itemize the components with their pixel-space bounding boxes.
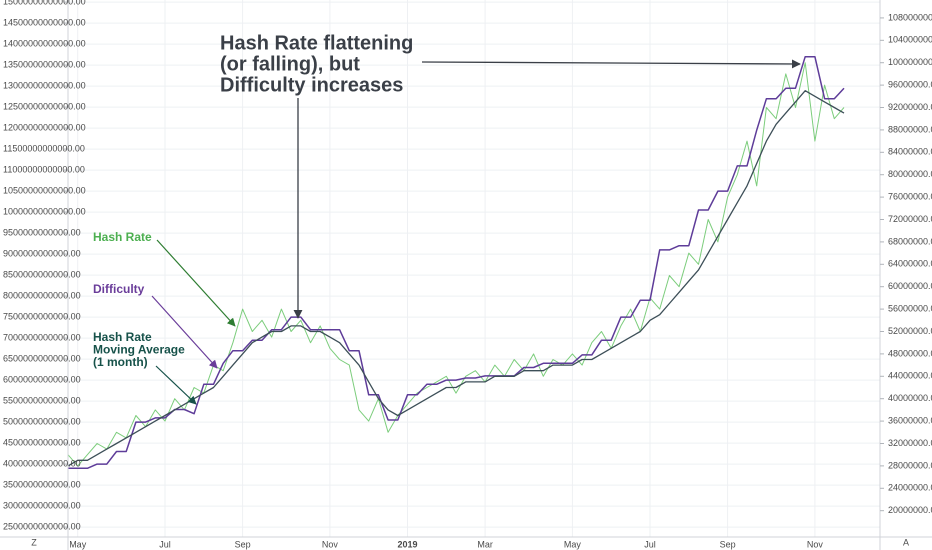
arrow	[156, 239, 236, 327]
y2-tick-label: 44000000.00	[888, 371, 932, 381]
arrow	[151, 295, 218, 369]
y2-tick-label: 56000000.00	[888, 303, 932, 313]
y2-tick-label: 108000000.00	[888, 12, 932, 22]
y2-tick-label: 20000000.00	[888, 505, 932, 515]
series-line	[67, 62, 845, 467]
y-tick-label: 5500000000000.00	[3, 395, 81, 405]
y-tick-label: 10000000000000.00	[3, 206, 86, 216]
y-tick-label: 10500000000000.00	[3, 185, 86, 195]
x-tick-label: 2019	[397, 539, 417, 549]
y2-tick-label: 36000000.00	[888, 415, 932, 425]
y-tick-label: 15000000000000.00	[3, 0, 86, 6]
y-tick-label: 12500000000000.00	[3, 101, 86, 111]
y-tick-label: 3000000000000.00	[3, 500, 81, 510]
x-tick-label: Nov	[807, 539, 824, 549]
corner-label: A	[903, 537, 909, 547]
x-tick-label: Jul	[644, 539, 656, 549]
y2-tick-label: 96000000.00	[888, 79, 932, 89]
grid	[68, 0, 880, 537]
y-tick-label: 6500000000000.00	[3, 353, 81, 363]
y2-tick-label: 40000000.00	[888, 393, 932, 403]
series-line	[68, 55, 845, 470]
x-tick-label: May	[69, 539, 87, 549]
y-tick-label: 8000000000000.00	[3, 290, 81, 300]
y-tick-label: 7500000000000.00	[3, 311, 81, 321]
plot	[67, 55, 845, 470]
y2-tick-label: 28000000.00	[888, 460, 932, 470]
annotation: Hash Rate	[93, 330, 152, 344]
y2-tick-label: 80000000.00	[888, 169, 932, 179]
annotation: (1 month)	[93, 355, 148, 369]
arrow	[421, 59, 801, 69]
y-tick-label: 4000000000000.00	[3, 458, 81, 468]
y2-tick-label: 48000000.00	[888, 348, 932, 358]
y-tick-label: 13000000000000.00	[3, 80, 86, 90]
y-tick-label: 14000000000000.00	[3, 38, 86, 48]
y2-tick-label: 68000000.00	[888, 236, 932, 246]
y-tick-label: 4500000000000.00	[3, 437, 81, 447]
y2-tick-label: 52000000.00	[888, 326, 932, 336]
y2-tick-label: 60000000.00	[888, 281, 932, 291]
x-tick-label: Sep	[720, 539, 736, 549]
annotation: Hash Rate flattening	[220, 32, 413, 54]
y2-tick-label: 64000000.00	[888, 259, 932, 269]
y-tick-label: 14500000000000.00	[3, 17, 86, 27]
y-tick-label: 3500000000000.00	[3, 479, 81, 489]
y-tick-label: 13500000000000.00	[3, 59, 86, 69]
annotation: Moving Average	[93, 343, 185, 357]
y-tick-label: 12000000000000.00	[3, 122, 86, 132]
x-tick-label: Sep	[235, 539, 251, 549]
y-tick-label: 7000000000000.00	[3, 332, 81, 342]
y2-tick-label: 92000000.00	[888, 102, 932, 112]
annotation: Hash Rate	[93, 230, 152, 244]
annotation: (or falling), but	[220, 53, 360, 75]
y-tick-label: 11000000000000.00	[3, 164, 85, 174]
y-tick-label: 11500000000000.00	[3, 143, 85, 153]
y2-tick-label: 88000000.00	[888, 124, 932, 134]
x-tick-label: Nov	[322, 539, 339, 549]
y2-tick-label: 100000000.00	[888, 57, 932, 67]
y2-tick-label: 104000000.00	[888, 35, 932, 45]
corner-label: Z	[31, 537, 37, 547]
series-line	[67, 90, 845, 467]
y2-tick-label: 24000000.00	[888, 483, 932, 493]
x-tick-label: Mar	[477, 539, 493, 549]
y-tick-label: 9500000000000.00	[3, 227, 81, 237]
y-tick-label: 9000000000000.00	[3, 248, 81, 258]
x-tick-label: May	[564, 539, 582, 549]
annotation: Difficulty	[93, 282, 145, 296]
annotation: Difficulty increases	[220, 74, 403, 96]
y-tick-label: 6000000000000.00	[3, 374, 81, 384]
y2-tick-label: 32000000.00	[888, 438, 932, 448]
arrow	[155, 365, 197, 405]
y2-tick-label: 72000000.00	[888, 214, 932, 224]
labels: 2500000000000.00 3000000000000.00 35000000…	[3, 0, 932, 549]
y-tick-label: 5000000000000.00	[3, 416, 81, 426]
x-tick-label: Jul	[159, 539, 171, 549]
y2-tick-label: 76000000.00	[888, 191, 932, 201]
y-tick-label: 2500000000000.00	[3, 521, 81, 531]
y-tick-label: 8500000000000.00	[3, 269, 81, 279]
y2-tick-label: 84000000.00	[888, 147, 932, 157]
